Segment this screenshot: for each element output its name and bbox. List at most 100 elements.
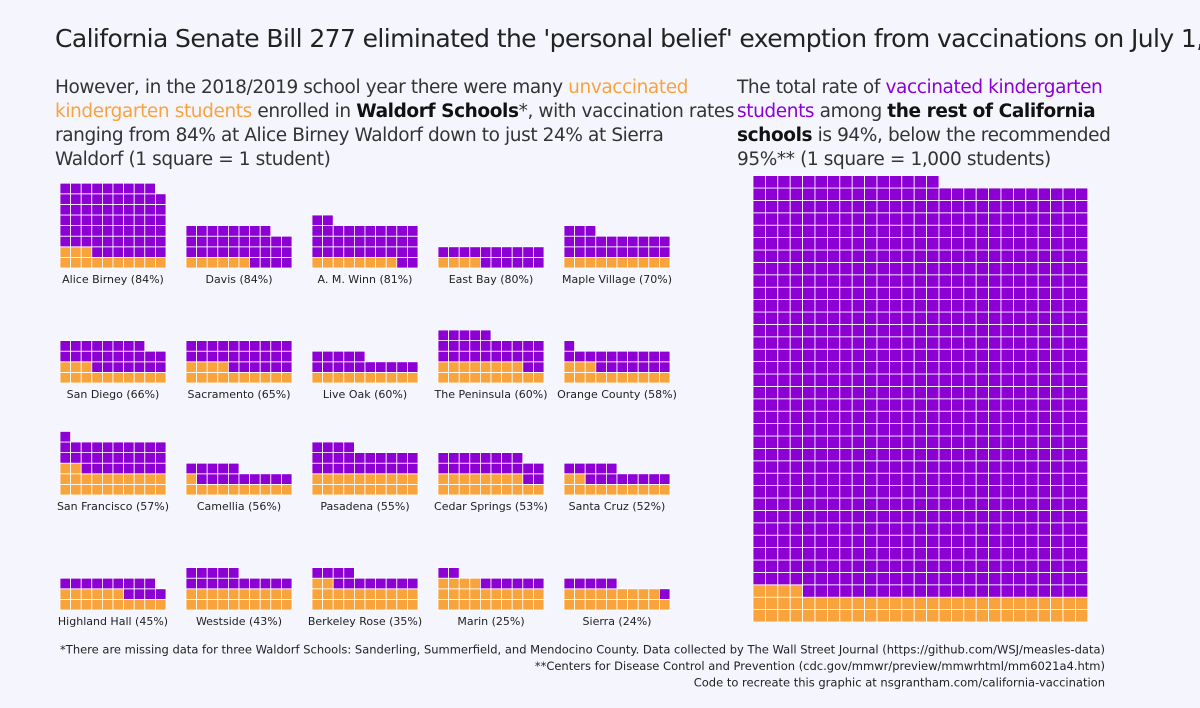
waffle-square <box>490 588 503 600</box>
waffle-square <box>123 225 135 237</box>
waffle-square <box>511 599 524 611</box>
waffle-square <box>938 485 952 499</box>
waffle-square <box>406 588 419 600</box>
waffle-square <box>963 472 977 487</box>
waffle-square <box>1025 274 1039 288</box>
waffle-square <box>777 547 791 561</box>
waffle-square <box>1062 609 1076 623</box>
waffle-square <box>876 522 890 536</box>
waffle-square <box>765 485 779 499</box>
waffle-square <box>814 336 828 350</box>
waffle-square <box>802 447 816 462</box>
waffle-square <box>343 588 355 600</box>
waffle-square <box>396 246 408 258</box>
waffle-square <box>864 596 878 611</box>
waffle-square <box>901 286 915 301</box>
waffle-square <box>196 462 208 475</box>
waffle-square <box>479 246 492 258</box>
waffle-label: San Diego (66%) <box>67 388 160 401</box>
waffle-square <box>249 340 261 352</box>
waffle-square <box>864 361 878 375</box>
waffle-square <box>765 336 779 350</box>
waffle-square <box>332 225 345 237</box>
waffle-square <box>963 522 977 536</box>
waffle-square <box>353 235 366 248</box>
waffle-square <box>926 385 940 400</box>
waffle-square <box>963 596 977 611</box>
waffle-square <box>864 447 878 462</box>
waffle-square <box>876 534 890 549</box>
waffle-square <box>648 599 660 611</box>
waffle-square <box>343 473 355 485</box>
waffle-square <box>765 559 779 573</box>
waffle-square <box>839 398 853 412</box>
waffle-square <box>777 348 791 363</box>
waffle-square <box>112 246 125 258</box>
waffle-square <box>123 193 135 205</box>
waffle-square <box>876 286 890 301</box>
waffle-square <box>1000 547 1014 561</box>
waffle-label: Live Oak (60%) <box>323 388 407 401</box>
waffle-square <box>627 483 639 496</box>
waffle-square <box>752 249 766 263</box>
waffle-square <box>563 340 576 352</box>
waffle-square <box>1000 361 1014 375</box>
waffle-square <box>322 225 334 237</box>
waffle-square <box>938 237 952 251</box>
waffle-square <box>864 187 878 201</box>
waffle-square <box>437 483 450 496</box>
waffle-square <box>59 193 72 205</box>
waffle-square <box>975 224 990 238</box>
waffle-square <box>752 522 766 536</box>
waffle-square <box>112 203 125 216</box>
waffle-square <box>889 274 903 288</box>
waffle-square <box>814 435 828 449</box>
waffle-square <box>1000 572 1014 586</box>
waffle-square <box>789 286 804 301</box>
waffle-square <box>1062 361 1076 375</box>
waffle-square <box>926 609 940 623</box>
waffle-square <box>851 509 866 524</box>
waffle-square <box>1025 336 1039 350</box>
waffle-square <box>1075 336 1089 350</box>
waffle-square <box>889 584 903 598</box>
waffle-square <box>353 462 366 475</box>
waffle-square <box>469 483 481 496</box>
waffle-square <box>1025 373 1039 387</box>
waffle-square <box>765 361 779 375</box>
waffle-square <box>80 462 93 475</box>
waffle-square <box>648 350 660 363</box>
waffle-square <box>563 588 576 600</box>
waffle-square <box>343 483 355 496</box>
waffle-square <box>938 609 952 623</box>
waffle-square <box>1075 311 1089 325</box>
waffle-square <box>280 473 293 485</box>
waffle-square <box>1025 497 1039 511</box>
waffle-square <box>926 559 940 573</box>
waffle-square <box>270 256 282 269</box>
waffle-square <box>752 596 766 611</box>
waffle-square <box>563 599 576 611</box>
waffle-square <box>91 361 103 373</box>
waffle-square <box>1037 559 1051 573</box>
waffle-square <box>249 256 261 269</box>
waffle-square <box>1062 311 1076 325</box>
waffle-square <box>1050 534 1064 549</box>
waffle-square <box>154 473 167 485</box>
waffle-square <box>1050 286 1064 301</box>
waffle-square <box>988 410 1002 425</box>
waffle-square <box>864 559 878 573</box>
waffle-square <box>802 410 816 425</box>
waffle-square <box>563 473 576 485</box>
waffle-square <box>396 588 408 600</box>
waffle-square <box>375 256 387 269</box>
waffle-square <box>802 274 816 288</box>
waffle-square <box>876 596 890 611</box>
text: However, in the 2018/2019 school year th… <box>55 77 569 98</box>
waffle-square <box>889 547 903 561</box>
waffle-square <box>1000 373 1014 387</box>
waffle-square <box>765 286 779 301</box>
waffle-square <box>196 599 208 611</box>
waffle-square <box>1075 572 1089 586</box>
waffle-square <box>249 588 261 600</box>
